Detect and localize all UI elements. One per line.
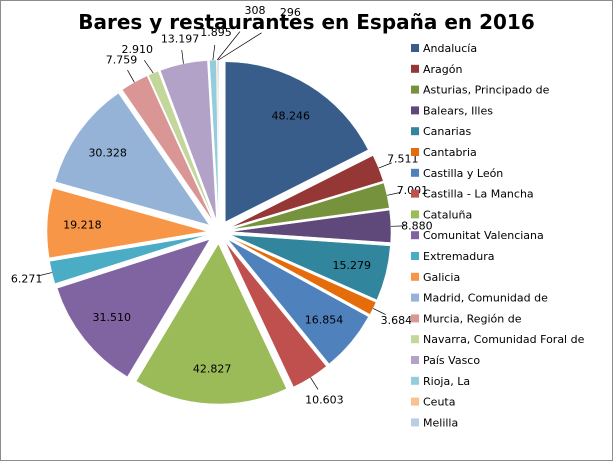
pie-slice-aragon: [230, 155, 384, 228]
legend-label-aragon: Aragón: [423, 63, 463, 76]
legend-swatch-navarra-comunidad-foral-de: [411, 335, 419, 344]
legend-swatch-cataluna: [411, 210, 419, 219]
pie-slice-castilla-la-mancha: [225, 242, 327, 388]
pie-slice-pais-vasco: [159, 60, 217, 221]
legend-label-comunitat-valenciana: Comunitat Valenciana: [423, 229, 544, 242]
legend-label-ceuta: Ceuta: [423, 396, 455, 409]
legend-swatch-murcia-region-de: [411, 314, 419, 323]
leader-line-aragon: [378, 162, 392, 169]
chart-title: Bares y restaurantes en España en 2016: [78, 10, 535, 34]
data-label-canarias: 15.279: [333, 259, 372, 272]
legend-swatch-comunitat-valenciana: [411, 231, 419, 240]
leader-line-pais-vasco: [181, 49, 184, 64]
leader-line-murcia-region-de: [127, 69, 135, 83]
legend-swatch-rioja-la: [411, 376, 419, 385]
pie-slice-canarias: [230, 234, 391, 301]
legend-swatch-castilla-y-leon: [411, 168, 419, 177]
legend-swatch-aragon: [411, 64, 419, 73]
legend-swatch-balears-illes: [411, 106, 419, 115]
legend-label-castilla-y-leon: Castilla y León: [423, 167, 503, 180]
pie-slice-asturias-principado-de: [230, 182, 390, 230]
legend-label-rioja-la: Rioja, La: [423, 375, 470, 388]
data-label-cantabria: 3.684: [381, 314, 413, 327]
pie-slice-comunitat-valenciana: [56, 239, 211, 378]
data-label-galicia: 19.218: [63, 219, 102, 232]
legend-label-galicia: Galicia: [423, 271, 460, 284]
legend-label-cataluna: Cataluña: [423, 208, 472, 221]
leader-line-ceuta: [216, 31, 241, 61]
data-label-aragon: 7.511: [387, 152, 419, 165]
legend-swatch-pais-vasco: [411, 356, 419, 364]
legend-label-cantabria: Cantabria: [423, 146, 477, 159]
data-label-navarra-comunidad-foral-de: 2.910: [122, 43, 154, 56]
pie-slice-navarra-comunidad-foral-de: [147, 70, 215, 222]
legend-label-murcia-region-de: Murcia, Región de: [423, 312, 522, 325]
legend-label-canarias: Canarias: [423, 125, 471, 138]
pie-slice-balears-illes: [230, 209, 392, 243]
legend-label-navarra-comunidad-foral-de: Navarra, Comunidad Foral de: [423, 333, 585, 346]
legend-swatch-andalucia: [411, 44, 419, 52]
legend-swatch-castilla-la-mancha: [411, 189, 419, 198]
data-label-cataluna: 42.827: [193, 363, 232, 376]
pie-slice-extremadura: [49, 234, 208, 284]
leader-line-rioja-la: [212, 44, 216, 61]
pie-slice-andalucia: [225, 61, 369, 223]
legend-label-pais-vasco: País Vasco: [423, 354, 480, 367]
legend-label-andalucia: Andalucía: [423, 42, 477, 55]
data-label-rioja-la: 1.895: [200, 26, 232, 39]
data-label-balears-illes: 8.880: [401, 219, 433, 232]
legend-swatch-galicia: [411, 272, 419, 281]
legend-label-extremadura: Extremadura: [423, 250, 495, 263]
leader-line-asturias-principado-de: [386, 192, 401, 196]
data-label-castilla-la-mancha: 10.603: [305, 394, 344, 407]
data-label-pais-vasco: 13.197: [161, 32, 200, 45]
legend-label-madrid-comunidad-de: Madrid, Comunidad de: [423, 292, 548, 305]
leader-line-extremadura: [38, 272, 52, 277]
legend-swatch-extremadura: [411, 252, 419, 260]
legend-swatch-madrid-comunidad-de: [411, 293, 419, 302]
legend-swatch-melilla: [411, 418, 419, 427]
data-label-andalucia: 48.246: [271, 110, 310, 123]
data-label-madrid-comunidad-de: 30.328: [88, 146, 127, 159]
pie-slice-castilla-y-leon: [228, 239, 369, 365]
data-label-extremadura: 6.271: [11, 273, 43, 286]
data-label-comunitat-valenciana: 31.510: [93, 311, 132, 324]
legend-swatch-asturias-principado-de: [411, 85, 419, 94]
legend-label-melilla: Melilla: [423, 416, 458, 429]
data-label-murcia-region-de: 7.759: [106, 54, 138, 67]
legend-swatch-canarias: [411, 127, 419, 136]
legend-label-castilla-la-mancha: Castilla - La Mancha: [423, 188, 534, 201]
pie-slice-galicia: [46, 187, 208, 259]
leader-line-navarra-comunidad-foral-de: [143, 59, 154, 74]
data-label-ceuta: 308: [244, 4, 265, 17]
legend-swatch-cantabria: [411, 148, 419, 156]
leader-line-cantabria: [372, 308, 386, 315]
legend-label-balears-illes: Balears, Illes: [423, 104, 493, 117]
pie-slice-cataluna: [135, 243, 287, 405]
legend-label-asturias-principado-de: Asturias, Principado de: [423, 84, 550, 97]
leader-line-castilla-la-mancha: [310, 377, 319, 390]
data-label-melilla: 296: [280, 6, 301, 19]
legend-swatch-ceuta: [411, 397, 419, 406]
pie-slice-madrid-comunidad-de: [54, 92, 210, 226]
data-label-castilla-y-leon: 16.854: [305, 314, 344, 327]
leader-line-melilla: [218, 32, 262, 61]
